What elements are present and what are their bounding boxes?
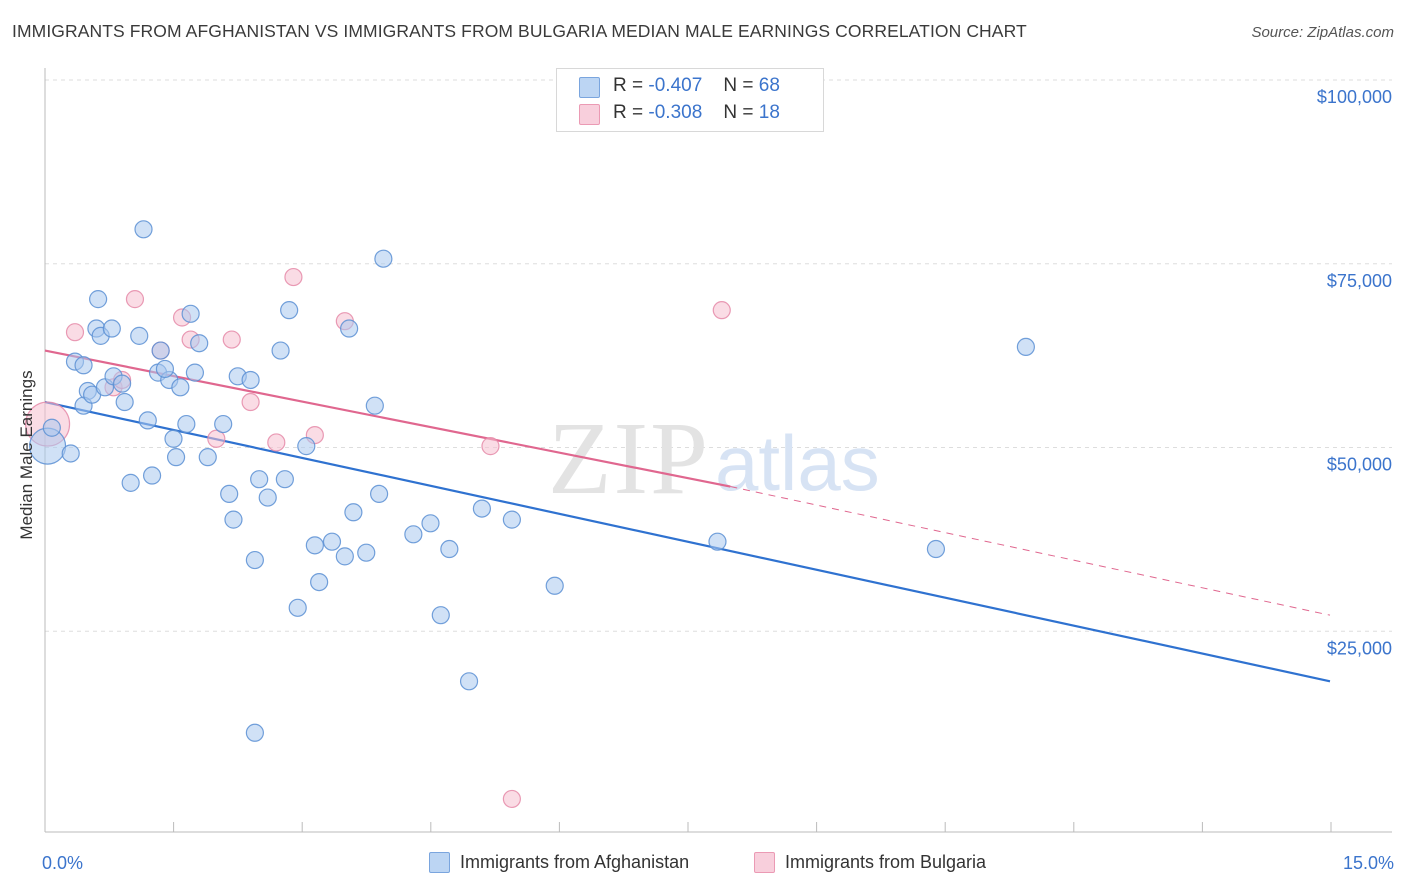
watermark: ZIP atlas <box>548 401 880 516</box>
legend-r-label: R = <box>613 75 644 96</box>
y-tick-labels: $25,000 $50,000 $75,000 $100,000 <box>1317 87 1392 658</box>
afghanistan-point <box>164 429 183 448</box>
afghanistan-point <box>472 499 491 518</box>
source-label: Source: ZipAtlas.com <box>1251 24 1394 41</box>
afghanistan-point <box>926 539 946 559</box>
afghanistan-point <box>220 484 239 503</box>
afghanistan-point <box>250 470 269 489</box>
afghanistan-point <box>404 525 423 544</box>
watermark-atlas: atlas <box>715 419 880 507</box>
legend-swatch-afghanistan <box>579 77 600 98</box>
afghanistan-point <box>431 606 450 625</box>
afghanistan-point <box>42 418 61 437</box>
afghanistan-point <box>89 290 108 309</box>
afghanistan-point <box>138 411 157 430</box>
afghanistan-point <box>115 392 134 412</box>
bulgaria-point <box>65 323 85 342</box>
afghanistan-point <box>155 359 175 379</box>
bottom-legend-swatch-bulgaria <box>754 852 775 873</box>
bulgaria-point <box>222 330 241 349</box>
afghanistan-point <box>130 326 149 345</box>
y-tick-label: $25,000 <box>1327 638 1392 658</box>
y-tick-label: $75,000 <box>1327 271 1392 291</box>
afghanistan-point <box>335 547 354 566</box>
afghanistan-point <box>545 576 564 595</box>
afghanistan-point <box>245 550 264 570</box>
afghanistan-point <box>121 473 140 492</box>
bulgaria-point <box>712 301 731 320</box>
afghanistan-point <box>181 304 200 323</box>
afghanistan-point <box>297 437 316 456</box>
afghanistan-point <box>275 470 294 489</box>
legend-n-value-bulgaria: 18 <box>758 102 780 123</box>
afghanistan-point <box>344 503 363 522</box>
bulgaria-point <box>481 437 500 456</box>
afghanistan-point <box>177 414 196 434</box>
afghanistan-point <box>214 414 233 434</box>
afghanistan-point <box>288 598 307 617</box>
legend-r-value-afghanistan: -0.407 <box>648 75 703 96</box>
afghanistan-point <box>151 341 170 360</box>
afghanistan-point <box>61 444 80 463</box>
afghanistan-point <box>365 396 384 415</box>
chart-title: IMMIGRANTS FROM AFGHANISTAN VS IMMIGRANT… <box>12 21 1027 41</box>
bulgaria-point <box>267 433 286 452</box>
legend-n-value-afghanistan: 68 <box>758 75 780 96</box>
y-axis-label: Median Male Earnings <box>17 370 36 539</box>
bulgaria-point <box>241 392 260 412</box>
afghanistan-point <box>74 356 93 375</box>
bottom-legend-label-bulgaria: Immigrants from Bulgaria <box>785 852 987 872</box>
afghanistan-point <box>142 466 162 485</box>
afghanistan-point <box>245 723 264 742</box>
afghanistan-point <box>708 532 727 551</box>
afghanistan-point <box>357 543 376 562</box>
y-tick-label: $100,000 <box>1317 87 1392 107</box>
bulgaria-point <box>284 267 303 287</box>
afghanistan-point <box>258 488 277 507</box>
x-tick-labels: 0.0% 15.0% <box>42 853 1394 873</box>
data-points <box>24 220 1035 809</box>
afghanistan-point <box>271 341 290 360</box>
bulgaria-point <box>502 789 521 809</box>
afghanistan-point <box>340 319 359 338</box>
afghanistan-point <box>102 319 121 338</box>
bulgaria-trend-line-extension <box>730 486 1331 616</box>
afghanistan-point <box>305 536 324 555</box>
correlation-legend: R = -0.407 N = 68 R = -0.308 N = 18 <box>556 68 824 132</box>
afghanistan-point <box>280 301 299 320</box>
afghanistan-point <box>1016 337 1035 356</box>
afghanistan-point <box>374 249 393 268</box>
afghanistan-point <box>190 334 209 353</box>
afghanistan-point <box>185 363 205 382</box>
afghanistan-point <box>171 378 190 397</box>
afghanistan-trend-line <box>44 400 1331 683</box>
afghanistan-point <box>440 539 459 559</box>
bulgaria-point <box>207 429 226 448</box>
bulgaria-point <box>125 290 145 309</box>
afghanistan-point <box>134 220 153 239</box>
bottom-legend-swatch-afghanistan <box>429 852 450 873</box>
bottom-legend-label-afghanistan: Immigrants from Afghanistan <box>460 852 690 872</box>
x-tick-label-max: 15.0% <box>1343 853 1394 873</box>
legend-r-label: R = <box>613 102 644 123</box>
legend-swatch-bulgaria <box>579 104 600 125</box>
afghanistan-point <box>502 510 521 529</box>
watermark-zip: ZIP <box>548 401 710 516</box>
afghanistan-point <box>310 572 329 592</box>
afghanistan-point <box>421 514 440 533</box>
afghanistan-point <box>198 448 217 467</box>
legend-r-value-bulgaria: -0.308 <box>648 102 703 123</box>
legend-n-label: N = <box>723 102 754 123</box>
afghanistan-point <box>224 510 243 529</box>
afghanistan-point <box>112 374 132 393</box>
y-tick-label: $50,000 <box>1327 455 1392 475</box>
afghanistan-point <box>241 370 260 390</box>
afghanistan-point <box>370 484 389 503</box>
afghanistan-point <box>459 672 479 691</box>
afghanistan-point <box>322 532 342 551</box>
afghanistan-point <box>166 448 186 467</box>
legend-n-label: N = <box>723 75 754 96</box>
x-tick-label-min: 0.0% <box>42 853 83 873</box>
